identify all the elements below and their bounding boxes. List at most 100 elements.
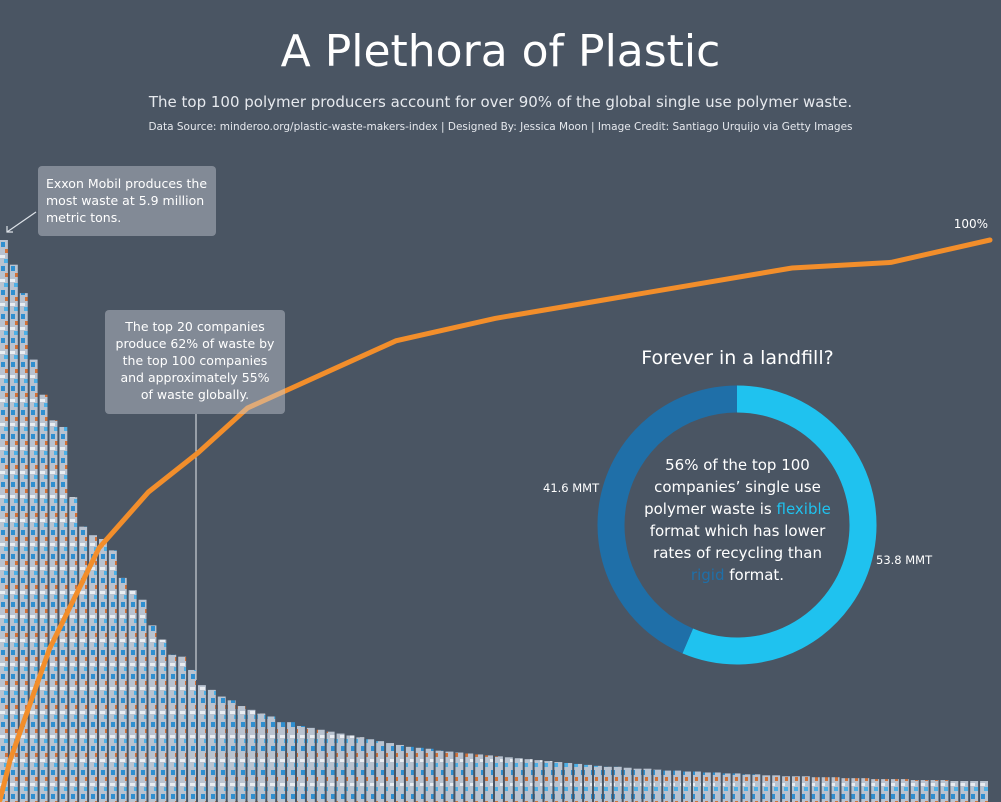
bar bbox=[613, 766, 622, 802]
bar bbox=[633, 768, 642, 802]
text: 56% of the top 100 companies’ single use… bbox=[644, 456, 821, 518]
bar bbox=[386, 743, 394, 802]
bar bbox=[425, 748, 434, 802]
data-label: 100% bbox=[954, 217, 988, 231]
bar bbox=[752, 774, 761, 802]
bar bbox=[584, 764, 592, 802]
bar bbox=[316, 729, 325, 802]
bar bbox=[762, 775, 771, 802]
bar bbox=[683, 771, 691, 802]
bar bbox=[158, 639, 167, 802]
bar bbox=[851, 778, 860, 802]
bar bbox=[287, 722, 295, 802]
bar bbox=[277, 722, 286, 802]
bar bbox=[792, 776, 800, 802]
bar bbox=[722, 773, 731, 802]
bar bbox=[445, 751, 454, 802]
bar bbox=[267, 716, 276, 802]
text-highlight: rigid bbox=[690, 566, 725, 584]
bar bbox=[554, 762, 563, 802]
bar bbox=[455, 752, 464, 802]
bar bbox=[564, 762, 573, 802]
bar bbox=[59, 426, 68, 802]
line bbox=[0, 237, 993, 802]
bar bbox=[782, 776, 790, 802]
source: Data Source: minderoo.org/plastic-waste-… bbox=[148, 121, 853, 133]
bar bbox=[821, 777, 830, 802]
bar bbox=[69, 497, 78, 802]
donut-label: 53.8 MMT bbox=[876, 553, 933, 567]
bar bbox=[980, 781, 988, 802]
bar bbox=[346, 735, 355, 802]
text: format which has lower rates of recyclin… bbox=[649, 522, 826, 562]
bar bbox=[693, 771, 701, 802]
bar bbox=[841, 778, 850, 802]
donut-segment bbox=[682, 385, 877, 665]
bar bbox=[49, 420, 58, 802]
donut-center-text: 56% of the top 100 companies’ single use… bbox=[640, 454, 835, 586]
bar bbox=[138, 599, 147, 802]
bar bbox=[514, 758, 523, 802]
bar bbox=[297, 725, 305, 802]
bar bbox=[247, 709, 256, 802]
bar bbox=[673, 770, 682, 802]
bar bbox=[89, 535, 97, 802]
bar bbox=[960, 781, 969, 802]
bar bbox=[970, 781, 979, 802]
donut-label: 41.6 MMT bbox=[543, 481, 600, 495]
bar bbox=[485, 755, 493, 802]
bar bbox=[950, 781, 959, 802]
bar bbox=[544, 761, 553, 802]
bar bbox=[108, 550, 117, 802]
bar bbox=[772, 775, 781, 802]
bar bbox=[326, 731, 335, 802]
arrow-head bbox=[6, 226, 13, 233]
bar bbox=[574, 763, 583, 802]
bar bbox=[306, 727, 315, 802]
bar bbox=[465, 753, 474, 802]
bar bbox=[376, 741, 385, 802]
bar bbox=[207, 689, 216, 802]
bar bbox=[524, 759, 533, 802]
annotation: Exxon Mobil produces the most waste at 5… bbox=[38, 166, 216, 236]
bar bbox=[495, 756, 503, 802]
bar bbox=[930, 780, 939, 802]
bar bbox=[732, 773, 741, 802]
bar bbox=[653, 769, 662, 802]
donut-segment bbox=[597, 385, 738, 654]
bar bbox=[168, 654, 177, 802]
bar bbox=[356, 737, 365, 802]
bar bbox=[900, 779, 909, 802]
bar bbox=[801, 776, 810, 802]
bar bbox=[623, 767, 632, 802]
bar bbox=[396, 744, 404, 802]
bar bbox=[257, 713, 266, 802]
bar bbox=[475, 754, 484, 802]
donut-title: Forever in a landfill? bbox=[641, 347, 834, 369]
bar bbox=[861, 778, 870, 802]
bar bbox=[29, 359, 38, 802]
bar bbox=[79, 526, 88, 802]
bar bbox=[504, 757, 513, 802]
bar bbox=[742, 774, 751, 802]
bar bbox=[148, 625, 157, 802]
subtitle: The top 100 polymer producers account fo… bbox=[148, 93, 853, 111]
bar bbox=[940, 780, 949, 802]
bar bbox=[712, 772, 721, 802]
bar bbox=[663, 770, 672, 802]
bar bbox=[871, 779, 880, 802]
bar bbox=[435, 750, 444, 802]
bar bbox=[227, 700, 236, 802]
bar bbox=[603, 766, 612, 802]
bar bbox=[594, 765, 602, 802]
bar bbox=[128, 590, 137, 802]
bar bbox=[198, 685, 206, 802]
arrow bbox=[6, 211, 37, 233]
bar bbox=[920, 780, 929, 802]
annotation: The top 20 companies produce 62% of wast… bbox=[105, 310, 285, 414]
bar bbox=[178, 656, 187, 802]
bar bbox=[118, 577, 127, 802]
bar bbox=[831, 777, 840, 802]
